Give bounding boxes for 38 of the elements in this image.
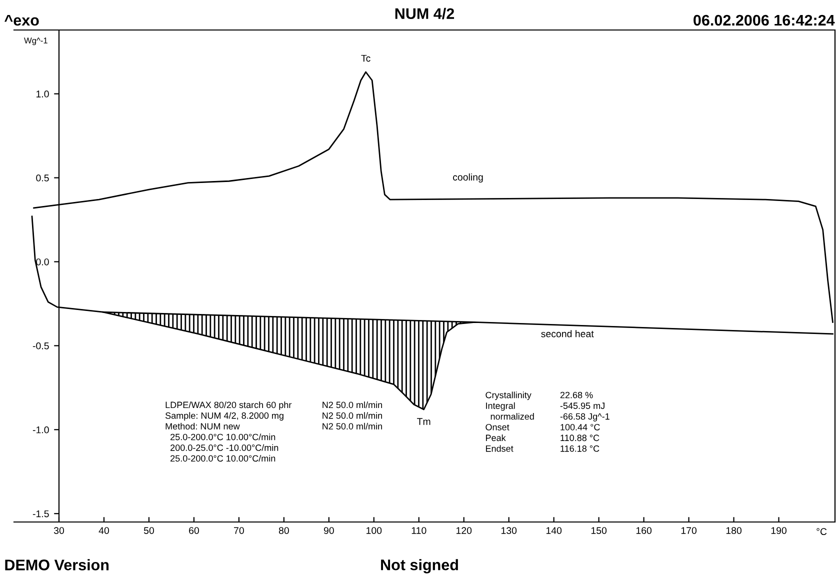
x-tick-label: 150 xyxy=(591,527,607,534)
x-tick-label: 50 xyxy=(144,527,154,534)
text: Not signed xyxy=(381,559,458,574)
x-axis-title: °C xyxy=(816,528,827,536)
x-tick-label: 110 xyxy=(412,527,426,534)
x-tick-label: 40 xyxy=(98,527,109,534)
text: ^exo xyxy=(4,15,39,26)
x-tick-label: 120 xyxy=(456,527,472,534)
x-tick-label: 170 xyxy=(681,527,697,534)
x-tick-label: 100 xyxy=(366,527,382,534)
annotation: N2 50.0 ml/min N2 50.0 ml/min N2 50.0 ml/min xyxy=(322,401,382,430)
chart-title: NUM 4/2 xyxy=(395,8,454,20)
y-axis-title: Wg^-1 xyxy=(24,38,48,46)
x-tick-label: 30 xyxy=(54,527,64,534)
y-tick-label: -1.0 xyxy=(32,426,49,434)
y-tick-label: 0.5 xyxy=(36,174,49,182)
y-tick-label: 1.0 xyxy=(36,90,49,98)
annotation: Crystallinity Integral normalized Onset Peak Endset xyxy=(486,392,534,452)
x-tick-label: 190 xyxy=(771,527,786,534)
x-tick-label: 80 xyxy=(278,527,289,534)
x-tick-label: 90 xyxy=(324,527,334,534)
x-tick-label: 60 xyxy=(189,527,199,534)
y-tick-label: 0.0 xyxy=(36,258,49,266)
y-tick-label: -0.5 xyxy=(32,342,49,350)
x-tick-label: 140 xyxy=(546,527,562,534)
text: DEMO Version xyxy=(5,559,109,570)
text: 06.02.2006 16:42:24 xyxy=(694,14,835,26)
annotation: LDPE/WAX 80/20 starch 60 phr Sample: NUM 4/2, 8.2000 mg Method: NUM new 25.0-200.0°C 10.00°C/min 200.0-25.0°C -10.00°C/min 25.0-200.0°C 10.00°C/min xyxy=(165,401,292,462)
x-tick-label: 130 xyxy=(501,527,517,534)
y-tick-label: -1.5 xyxy=(32,510,49,518)
x-tick-label: 70 xyxy=(234,527,244,534)
x-tick-label: 180 xyxy=(726,527,742,534)
annotation: 22.68 % -545.95 mJ -66.58 Jg^-1 100.44 °C 110.88 °C 116.18 °C xyxy=(560,392,610,452)
annotation: Tm xyxy=(417,418,430,425)
annotation: Tc xyxy=(361,54,370,62)
annotation: second heat xyxy=(541,330,594,338)
x-tick-label: 160 xyxy=(636,527,652,534)
annotation: cooling xyxy=(453,173,483,183)
